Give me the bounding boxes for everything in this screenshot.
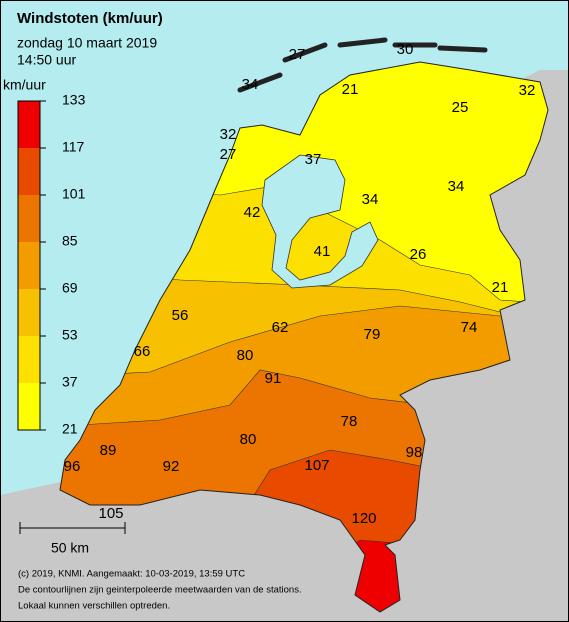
legend-tick-label: 85 [62, 233, 78, 249]
station-value: 80 [240, 431, 257, 448]
legend-tick-label: 21 [62, 421, 78, 437]
station-value: 34 [362, 191, 379, 208]
station-value: 37 [305, 151, 322, 168]
legend-band [18, 101, 40, 148]
legend-band [18, 383, 40, 430]
station-value: 42 [244, 204, 261, 221]
legend-tick-label: 133 [62, 92, 86, 108]
station-value: 120 [351, 510, 376, 527]
legend-frame [17, 100, 41, 431]
station-value: 92 [163, 458, 180, 475]
station-value: 21 [342, 81, 359, 98]
station-value: 105 [98, 505, 123, 522]
station-value: 30 [397, 41, 414, 58]
station-value: 21 [492, 279, 509, 296]
station-value: 56 [172, 307, 189, 324]
footer-line: (c) 2019, KNMI. Aangemaakt: 10-03-2019, … [18, 569, 245, 580]
station-value: 80 [237, 347, 254, 364]
legend-tick-label: 53 [62, 327, 78, 343]
station-value: 91 [265, 370, 282, 387]
station-value: 89 [100, 442, 117, 459]
scale-label: 50 km [51, 540, 89, 556]
title: Windstoten (km/uur) [17, 10, 163, 27]
islands [237, 37, 488, 93]
legend-band [18, 148, 40, 195]
station-value: 66 [134, 343, 151, 360]
date: zondag 10 maart 2019 [17, 35, 157, 51]
station-value: 96 [64, 458, 81, 475]
country-outline [59, 61, 549, 613]
station-value: 107 [304, 457, 329, 474]
station-value: 79 [364, 326, 381, 343]
legend-tick-label: 69 [62, 280, 78, 296]
station-value: 34 [242, 76, 259, 93]
station-value: 74 [461, 319, 478, 336]
legend-band [18, 195, 40, 242]
station-value: 27 [220, 146, 237, 163]
station-value: 25 [452, 99, 469, 116]
legend-band [18, 336, 40, 383]
legend-tick-label: 37 [62, 374, 78, 390]
ijsselmeer [261, 154, 379, 289]
station-value: 27 [289, 46, 306, 63]
legend-tick-label: 117 [62, 139, 85, 155]
station-value: 41 [314, 243, 331, 260]
legend-band [18, 242, 40, 289]
scale-bar [19, 522, 126, 534]
time: 14:50 uur [17, 52, 76, 68]
station-value: 26 [410, 246, 427, 263]
legend-band [18, 289, 40, 336]
legend-unit: km/uur [3, 77, 46, 93]
station-value: 98 [406, 444, 423, 461]
station-value: 78 [341, 413, 358, 430]
station-value: 32 [220, 126, 237, 143]
station-value: 62 [272, 319, 289, 336]
legend-tick-label: 101 [62, 186, 86, 202]
station-value: 34 [448, 178, 465, 195]
footer-line: De contourlijnen zijn geinterpoleerde me… [18, 585, 302, 596]
station-value: 32 [519, 82, 536, 99]
footer-line: Lokaal kunnen verschillen optreden. [18, 601, 170, 612]
